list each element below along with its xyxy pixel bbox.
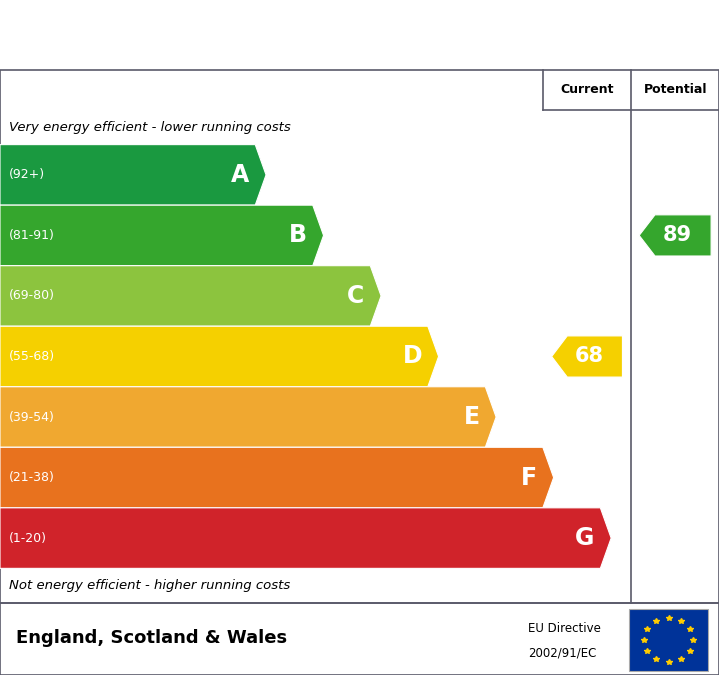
Text: B: B (289, 223, 307, 248)
Text: (92+): (92+) (9, 168, 45, 182)
Polygon shape (0, 266, 381, 326)
Polygon shape (0, 144, 266, 205)
Polygon shape (0, 205, 324, 266)
Text: 68: 68 (574, 346, 604, 367)
FancyBboxPatch shape (629, 610, 708, 671)
Text: England, Scotland & Wales: England, Scotland & Wales (16, 628, 287, 647)
Text: (55-68): (55-68) (9, 350, 55, 363)
Polygon shape (0, 326, 439, 387)
Text: 89: 89 (663, 225, 692, 246)
Text: Potential: Potential (644, 84, 707, 97)
Text: E: E (464, 405, 480, 429)
Text: EU Directive: EU Directive (528, 622, 601, 634)
Text: Current: Current (560, 84, 614, 97)
Text: (1-20): (1-20) (9, 532, 47, 545)
Polygon shape (0, 508, 611, 568)
Polygon shape (0, 448, 554, 508)
Text: D: D (403, 344, 422, 369)
Text: (81-91): (81-91) (9, 229, 55, 242)
Text: (39-54): (39-54) (9, 410, 55, 423)
Text: (69-80): (69-80) (9, 290, 55, 302)
Text: Not energy efficient - higher running costs: Not energy efficient - higher running co… (9, 579, 290, 592)
Text: Very energy efficient - lower running costs: Very energy efficient - lower running co… (9, 121, 290, 134)
Polygon shape (0, 387, 496, 448)
Text: Energy Efficiency Rating: Energy Efficiency Rating (18, 21, 420, 49)
Text: 2002/91/EC: 2002/91/EC (528, 647, 597, 660)
Polygon shape (639, 215, 711, 256)
Text: (21-38): (21-38) (9, 471, 55, 484)
Text: F: F (521, 466, 537, 489)
Polygon shape (551, 336, 623, 377)
Text: G: G (575, 526, 595, 550)
Text: A: A (232, 163, 249, 187)
Text: C: C (347, 284, 365, 308)
